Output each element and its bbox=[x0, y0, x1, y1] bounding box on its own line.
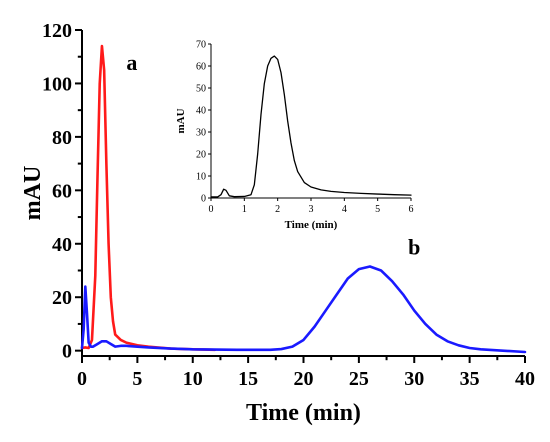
y-tick-label: 120 bbox=[42, 20, 72, 42]
inset-x-tick-label: 0 bbox=[209, 204, 214, 215]
inset-x-tick-label: 3 bbox=[309, 204, 314, 215]
y-tick-label: 0 bbox=[62, 341, 72, 363]
inset-y-tick-label: 70 bbox=[196, 40, 206, 51]
inset-y-tick-label: 60 bbox=[196, 62, 206, 73]
peak-label-b: b bbox=[408, 234, 420, 259]
inset-x-tick-label: 5 bbox=[375, 204, 380, 215]
y-tick-label: 80 bbox=[52, 127, 72, 149]
series-line-0 bbox=[80, 44, 217, 352]
inset-x-tick-label: 1 bbox=[242, 204, 247, 215]
inset-y-tick-label: 40 bbox=[196, 106, 206, 117]
series-line-1 bbox=[80, 265, 527, 354]
inset-y-tick-label: 50 bbox=[196, 84, 206, 95]
inset-y-tick-label: 10 bbox=[196, 172, 206, 183]
x-tick-label: 0 bbox=[77, 368, 87, 390]
y-tick-label: 20 bbox=[52, 287, 72, 309]
inset-y-tick-label: 0 bbox=[201, 194, 206, 205]
inset-x-tick-label: 4 bbox=[342, 204, 347, 215]
inset-x-tick-label: 6 bbox=[409, 204, 414, 215]
inset-series-line-0 bbox=[210, 55, 412, 198]
inset-y-axis-title: mAU bbox=[175, 108, 187, 133]
x-tick-label: 15 bbox=[238, 368, 258, 390]
inset-x-tick-label: 2 bbox=[275, 204, 280, 215]
x-tick-label: 35 bbox=[460, 368, 480, 390]
y-tick-label: 40 bbox=[52, 234, 72, 256]
inset-y-tick-label: 30 bbox=[196, 128, 206, 139]
x-tick-label: 5 bbox=[132, 368, 142, 390]
x-tick-label: 25 bbox=[349, 368, 369, 390]
x-tick-label: 10 bbox=[183, 368, 203, 390]
x-tick-label: 40 bbox=[515, 368, 535, 390]
y-tick-label: 60 bbox=[52, 180, 72, 202]
x-tick-label: 30 bbox=[404, 368, 424, 390]
peak-label-a: a bbox=[126, 50, 137, 75]
inset-x-axis-title: Time (min) bbox=[285, 219, 338, 231]
inset-y-tick-label: 20 bbox=[196, 150, 206, 161]
x-axis-title: Time (min) bbox=[246, 400, 361, 426]
y-tick-label: 100 bbox=[42, 73, 72, 95]
y-axis-title: mAU bbox=[20, 166, 46, 221]
x-tick-label: 20 bbox=[294, 368, 314, 390]
